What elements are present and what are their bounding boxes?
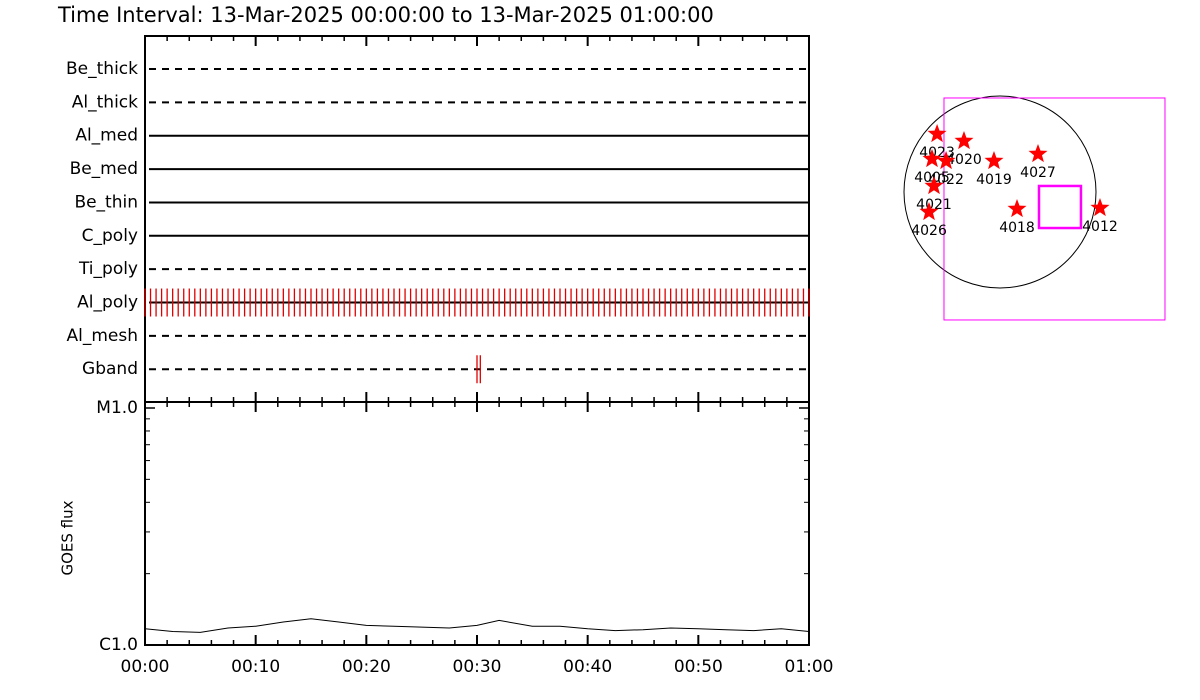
filter-label: Al_thick <box>72 92 138 112</box>
x-tick-label: 00:20 <box>342 657 391 677</box>
x-tick-label: 00:00 <box>121 657 170 677</box>
timeline-frame <box>144 35 810 403</box>
region-label: 4012 <box>1082 219 1118 235</box>
region-label: 4026 <box>911 223 947 239</box>
filter-label: Be_thick <box>66 59 138 79</box>
y-tick-label: M1.0 <box>96 398 138 418</box>
region-star <box>919 202 939 221</box>
filter-label: Ti_poly <box>78 259 138 279</box>
y-axis-label: GOES flux <box>59 500 77 575</box>
x-tick-label: 00:10 <box>231 657 280 677</box>
solar-disk <box>903 95 1097 289</box>
goes-curve <box>144 618 810 633</box>
region-label: 4020 <box>946 152 982 168</box>
region-star <box>936 151 956 170</box>
x-tick-label: 00:40 <box>563 657 612 677</box>
y-tick-label: C1.0 <box>99 635 138 655</box>
region-label: 4005 <box>914 170 950 186</box>
title: Time Interval: 13-Mar-2025 00:00:00 to 1… <box>57 3 714 27</box>
region-label: 4018 <box>999 220 1035 236</box>
region-star <box>922 149 942 168</box>
filter-label: Be_thin <box>74 192 138 212</box>
region-label: 4027 <box>1020 165 1056 181</box>
x-tick-label: 01:00 <box>785 657 834 677</box>
filter-label: Al_poly <box>77 293 138 313</box>
filter-label: Gband <box>82 359 138 379</box>
fov-box <box>1037 184 1083 230</box>
filter-label: Be_med <box>70 159 138 179</box>
region-star <box>924 176 944 195</box>
goes-frame <box>144 401 810 646</box>
filter-label: Al_med <box>75 126 138 146</box>
region-star <box>1028 144 1048 163</box>
x-tick-label: 00:50 <box>674 657 723 677</box>
region-star <box>1090 198 1110 217</box>
region-label: 4019 <box>976 172 1012 188</box>
region-star <box>984 151 1004 170</box>
fov-box <box>943 97 1166 321</box>
region-star <box>927 124 947 143</box>
filter-label: C_poly <box>82 226 138 246</box>
region-star <box>954 131 974 150</box>
region-star <box>1007 199 1027 218</box>
x-tick-label: 00:30 <box>453 657 502 677</box>
filter-label: Al_mesh <box>66 326 138 346</box>
